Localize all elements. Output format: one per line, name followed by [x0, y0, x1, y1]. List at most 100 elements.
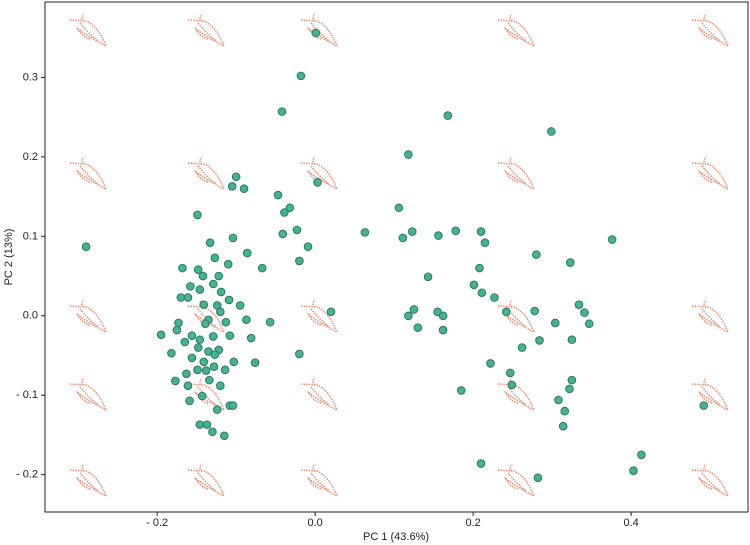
- point: [186, 282, 195, 291]
- point: [201, 319, 210, 329]
- x-axis-title: PC 1 (43.6%): [363, 531, 429, 543]
- y-tick-label: 0.0: [23, 310, 38, 322]
- point: [242, 315, 251, 325]
- point: [224, 295, 234, 305]
- y-axis-title: PC 2 (13%): [3, 229, 15, 286]
- point: [214, 271, 224, 281]
- point: [480, 238, 490, 248]
- point: [326, 307, 336, 317]
- point: [193, 365, 202, 375]
- point: [195, 285, 205, 294]
- y-tick-label: - 0.1: [16, 389, 38, 401]
- point: [456, 386, 466, 395]
- point: [547, 127, 556, 136]
- point: [172, 325, 182, 335]
- point: [530, 306, 540, 316]
- point: [208, 332, 218, 341]
- point: [278, 229, 288, 239]
- y-tick-label: - 0.2: [16, 469, 38, 481]
- point: [477, 288, 487, 298]
- y-tick-label: 0.2: [23, 151, 38, 163]
- point: [486, 359, 495, 368]
- point: [209, 362, 219, 371]
- point: [407, 227, 417, 236]
- shape-glyph: [691, 156, 729, 190]
- point: [277, 107, 287, 116]
- point: [550, 318, 560, 328]
- point: [180, 337, 190, 347]
- point: [199, 300, 209, 309]
- point: [229, 357, 239, 367]
- point: [208, 279, 218, 289]
- point: [434, 231, 443, 240]
- point: [360, 228, 370, 237]
- point: [580, 308, 589, 317]
- point: [223, 259, 233, 269]
- shape-glyph: [497, 156, 535, 190]
- point: [195, 335, 205, 344]
- point: [292, 225, 302, 235]
- point: [208, 427, 217, 437]
- point: [501, 307, 511, 317]
- point: [413, 323, 423, 333]
- point: [554, 395, 563, 405]
- point: [607, 235, 617, 244]
- point: [174, 318, 183, 328]
- shape-glyph: [187, 156, 225, 190]
- point: [637, 450, 646, 460]
- point: [567, 375, 577, 385]
- shape-glyphs: [69, 13, 729, 497]
- point: [185, 396, 194, 406]
- point: [475, 263, 484, 273]
- point: [285, 203, 295, 213]
- point: [227, 181, 237, 191]
- shape-glyph: [497, 299, 535, 333]
- point: [565, 258, 575, 267]
- point: [171, 376, 180, 386]
- point: [182, 369, 191, 379]
- point: [205, 238, 215, 248]
- point: [81, 242, 91, 251]
- point: [246, 333, 256, 343]
- y-tick-label: 0.1: [23, 230, 38, 242]
- point: [197, 391, 207, 401]
- point: [311, 28, 321, 38]
- point: [567, 335, 577, 344]
- point: [438, 311, 448, 321]
- point: [507, 380, 517, 390]
- point: [187, 353, 197, 363]
- point: [476, 227, 486, 236]
- shape-glyph: [69, 156, 107, 190]
- point: [210, 253, 220, 263]
- point: [156, 330, 166, 340]
- point: [699, 401, 709, 410]
- point: [295, 349, 304, 359]
- point: [216, 381, 225, 390]
- point: [584, 319, 594, 329]
- point: [204, 375, 214, 385]
- shape-glyph: [497, 377, 535, 411]
- point: [451, 226, 461, 236]
- shape-glyph: [691, 463, 729, 497]
- plot-frame: [44, 1, 749, 513]
- point: [438, 325, 448, 335]
- point: [398, 233, 408, 243]
- point: [257, 263, 267, 273]
- point: [221, 317, 231, 327]
- point: [404, 311, 413, 321]
- point: [250, 358, 260, 367]
- point: [187, 331, 197, 340]
- point: [443, 111, 453, 120]
- point: [225, 331, 235, 340]
- shape-glyph: [300, 463, 338, 497]
- point: [216, 287, 226, 297]
- point: [303, 242, 313, 251]
- shape-glyph: [691, 299, 729, 333]
- shape-glyph: [497, 13, 535, 47]
- point: [296, 71, 306, 81]
- point: [409, 305, 419, 314]
- shape-glyph: [69, 299, 107, 333]
- shape-glyph: [69, 463, 107, 497]
- point: [535, 336, 544, 345]
